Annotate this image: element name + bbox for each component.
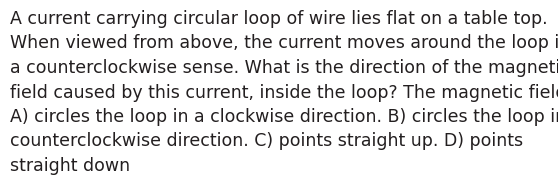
Text: A) circles the loop in a clockwise direction. B) circles the loop in a: A) circles the loop in a clockwise direc… bbox=[10, 108, 558, 126]
Text: counterclockwise direction. C) points straight up. D) points: counterclockwise direction. C) points st… bbox=[10, 133, 523, 151]
Text: a counterclockwise sense. What is the direction of the magnetic: a counterclockwise sense. What is the di… bbox=[10, 59, 558, 77]
Text: When viewed from above, the current moves around the loop in: When viewed from above, the current move… bbox=[10, 35, 558, 52]
Text: straight down: straight down bbox=[10, 157, 130, 175]
Text: field caused by this current, inside the loop? The magnetic field: field caused by this current, inside the… bbox=[10, 83, 558, 102]
Text: A current carrying circular loop of wire lies flat on a table top.: A current carrying circular loop of wire… bbox=[10, 10, 547, 28]
